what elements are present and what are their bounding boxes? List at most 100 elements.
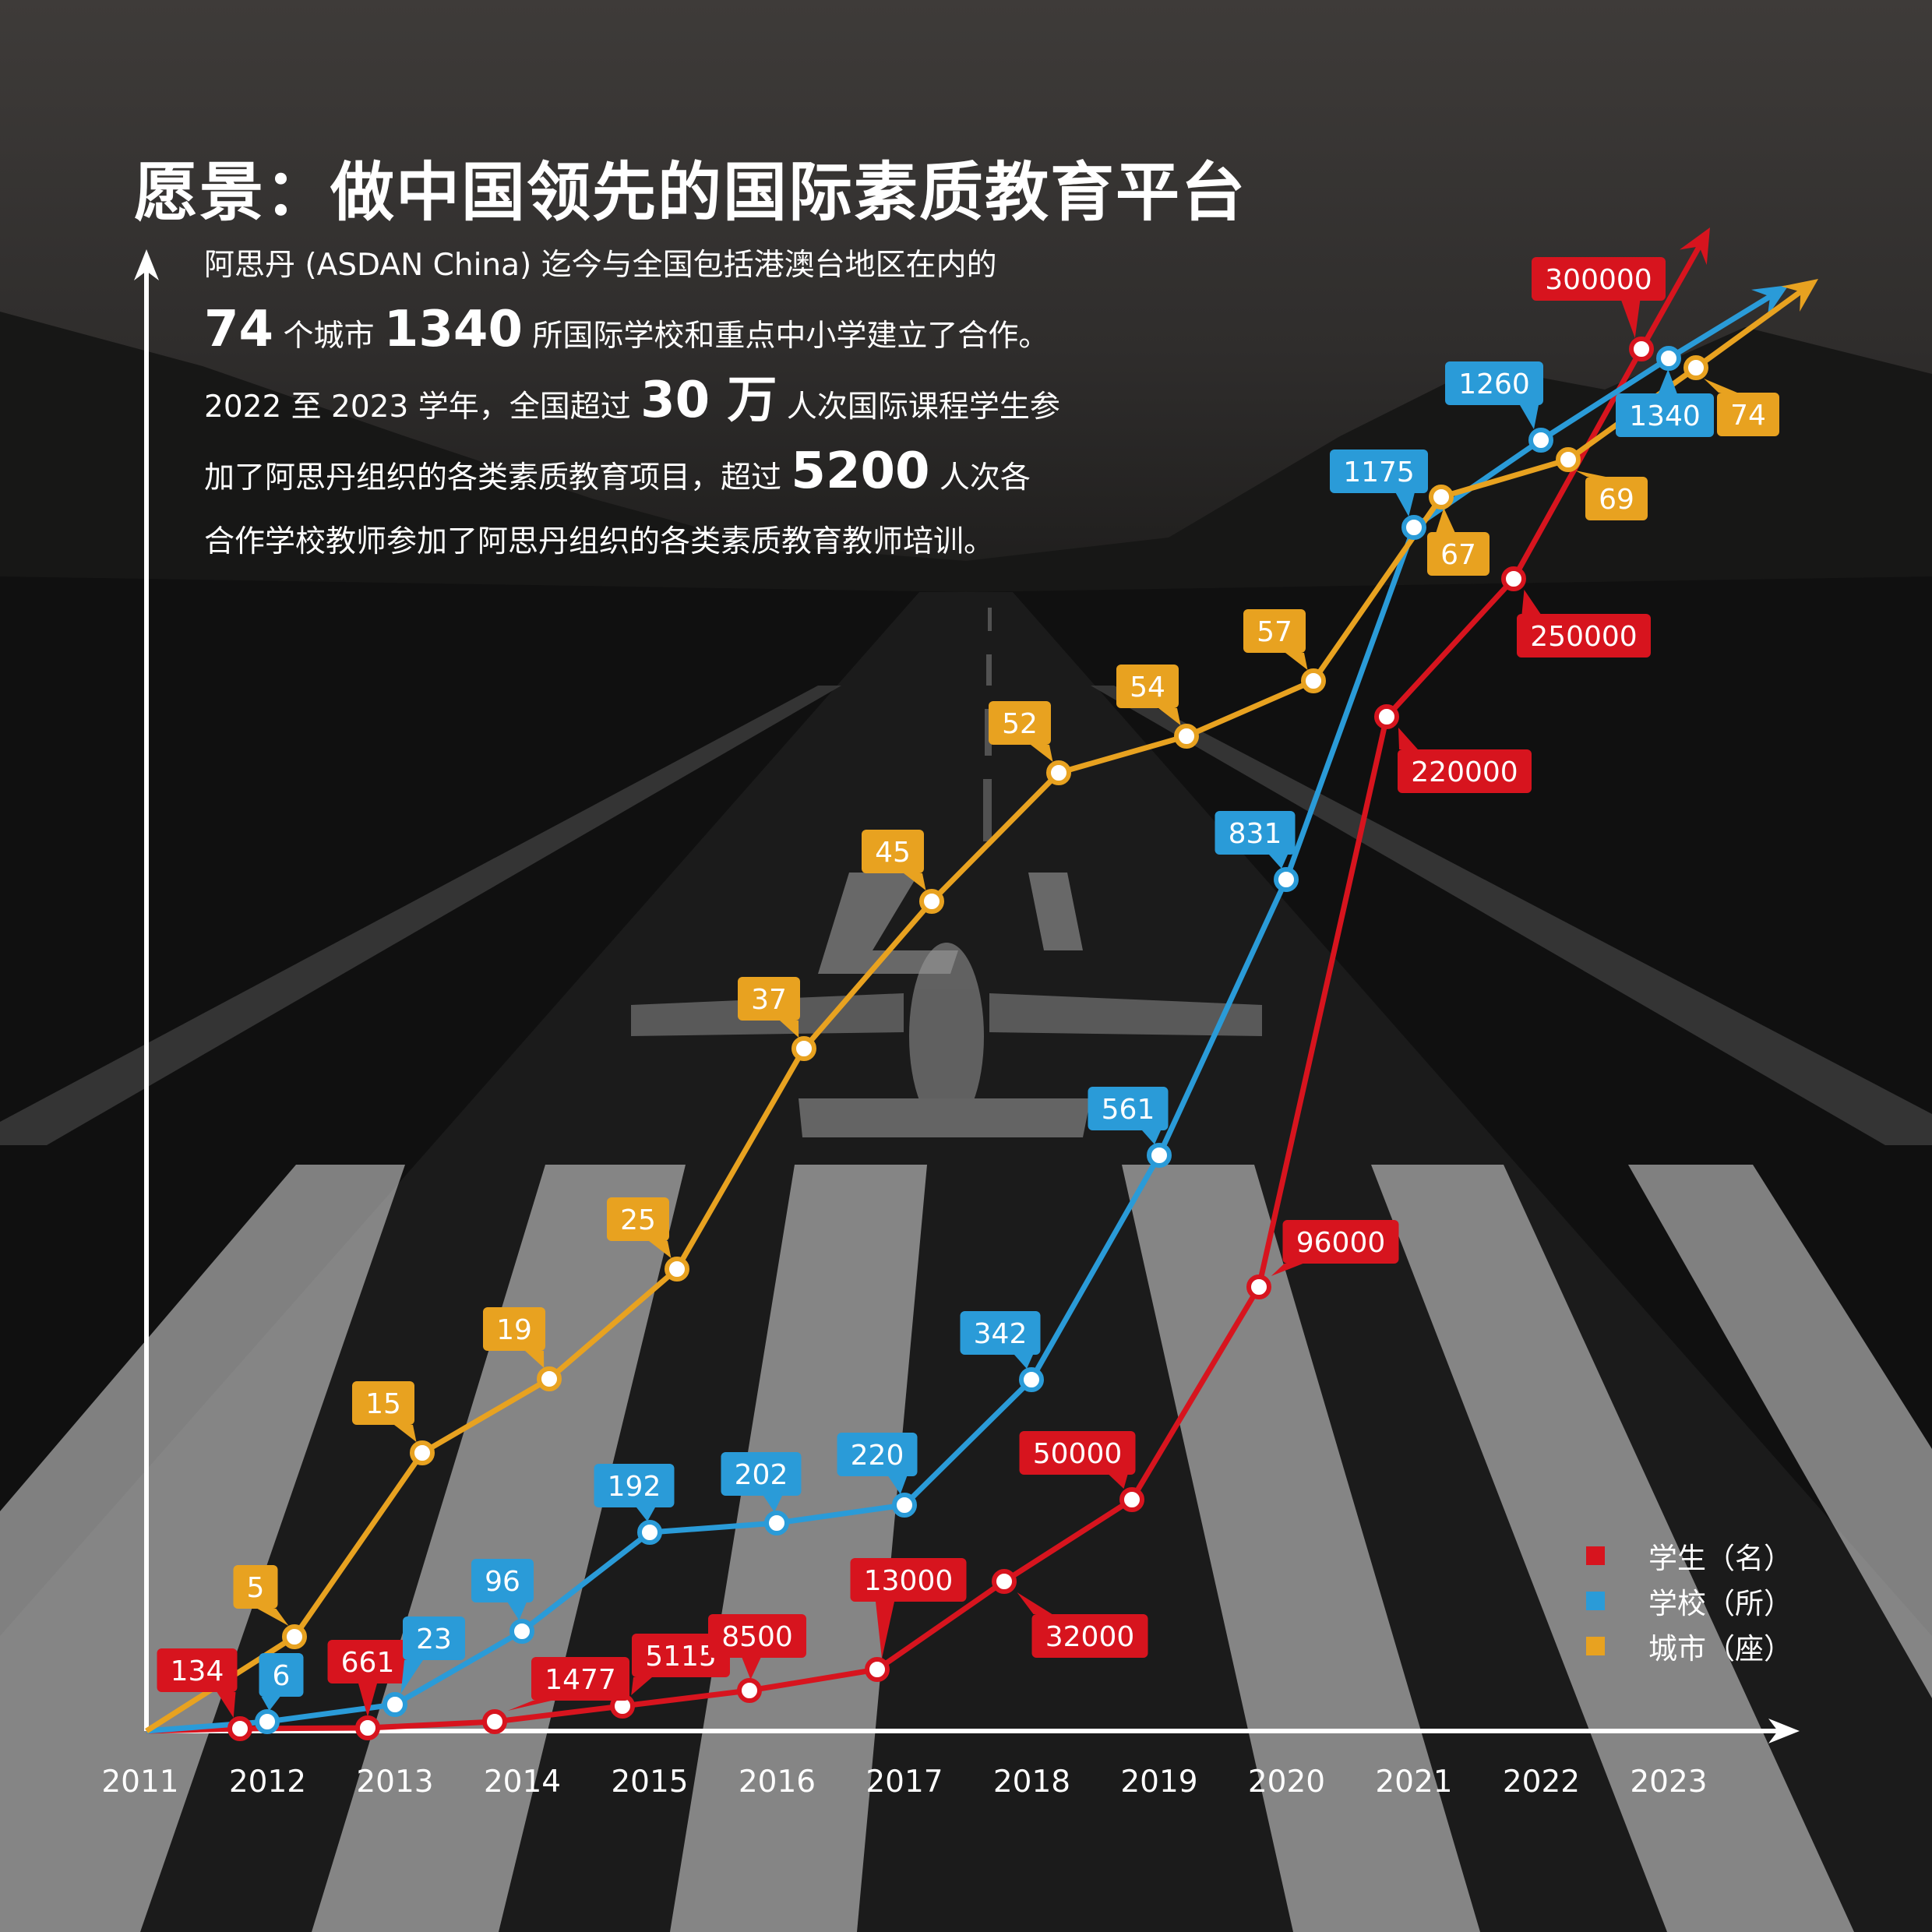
- data-label-cities: 37: [738, 977, 800, 1038]
- data-point-schools: [1656, 346, 1681, 371]
- data-label-text: 23: [416, 1624, 452, 1655]
- data-point-students: [355, 1715, 380, 1740]
- data-label-text: 45: [875, 837, 911, 869]
- legend-label: 城市（座）: [1648, 1632, 1793, 1666]
- data-label-text: 5: [247, 1572, 265, 1604]
- data-label-pointer: [217, 1692, 236, 1718]
- data-label-pointer: [1285, 653, 1308, 670]
- data-label-text: 202: [735, 1459, 788, 1491]
- data-label-pointer: [1031, 745, 1053, 762]
- data-label-box: [1031, 1614, 1148, 1658]
- data-label-pointer: [257, 1609, 289, 1626]
- data-label-cities: 19: [483, 1307, 545, 1368]
- data-point-cities: [1683, 355, 1708, 380]
- data-label-text: 96000: [1296, 1227, 1386, 1259]
- data-label-students: 50000: [1019, 1431, 1136, 1489]
- data-point-students: [1119, 1487, 1144, 1512]
- data-label-pointer: [1395, 493, 1415, 516]
- data-label-schools: 831: [1215, 811, 1296, 869]
- data-point-cities: [1301, 668, 1326, 693]
- data-point-schools: [509, 1619, 534, 1644]
- data-label-schools: 1340: [1616, 369, 1714, 437]
- data-label-pointer: [888, 1476, 908, 1494]
- data-label-pointer: [1158, 708, 1181, 725]
- data-label-text: 220000: [1411, 756, 1518, 788]
- y-axis-arrow: [134, 249, 159, 280]
- data-label-box: [403, 1616, 465, 1660]
- data-label-box: [1532, 257, 1666, 301]
- data-label-students: 96000: [1271, 1220, 1399, 1276]
- data-label-box: [1019, 1431, 1136, 1475]
- data-label-text: 57: [1257, 616, 1292, 648]
- data-label-pointer: [1521, 590, 1541, 614]
- data-label-box: [837, 1433, 918, 1476]
- data-label-text: 250000: [1530, 621, 1637, 653]
- data-point-cities: [1556, 447, 1581, 472]
- data-label-box: [259, 1653, 304, 1697]
- series-arrow-cities: [1781, 279, 1818, 312]
- intro-line-4: 加了阿思丹组织的各类素质教育项目，超过 5200 人次各: [204, 439, 1123, 510]
- data-label-box: [1427, 532, 1490, 576]
- data-point-cities: [537, 1366, 562, 1391]
- data-label-box: [157, 1648, 238, 1692]
- data-label-schools: 1175: [1330, 450, 1428, 516]
- x-tick-label: 2017: [866, 1765, 943, 1800]
- intro-text: 人次各: [929, 460, 1031, 495]
- data-label-text: 8500: [721, 1621, 793, 1653]
- data-label-box: [531, 1657, 629, 1701]
- data-label-box: [233, 1565, 278, 1609]
- data-label-text: 1477: [545, 1664, 616, 1696]
- data-label-text: 661: [341, 1647, 395, 1679]
- intro-highlight: 1340: [383, 301, 523, 358]
- intro-line-1: 阿思丹 (ASDAN China) 迄今与全国包括港澳台地区在内的: [204, 234, 1123, 298]
- data-label-cities: 69: [1575, 471, 1648, 520]
- legend-item-students: 学生（名）: [1586, 1533, 1793, 1578]
- data-label-box: [1717, 393, 1779, 436]
- data-label-students: 300000: [1532, 257, 1666, 338]
- data-point-schools: [764, 1511, 789, 1535]
- x-tick-label: 2018: [993, 1765, 1070, 1800]
- data-label-pointer: [742, 1658, 761, 1680]
- data-label-pointer: [649, 1241, 672, 1258]
- legend-swatch: [1586, 1637, 1605, 1655]
- data-point-cities: [791, 1036, 816, 1061]
- series-arrow-students: [1679, 227, 1710, 266]
- data-label-box: [862, 830, 924, 873]
- data-label-text: 561: [1102, 1094, 1155, 1126]
- data-label-pointer: [876, 1602, 894, 1659]
- data-label-cities: 74: [1704, 379, 1779, 436]
- data-label-pointer: [1658, 369, 1677, 393]
- data-label-cities: 54: [1116, 665, 1181, 725]
- data-point-students: [227, 1716, 252, 1741]
- data-label-text: 74: [1730, 400, 1766, 432]
- data-label-box: [607, 1197, 669, 1241]
- data-label-pointer: [358, 1683, 377, 1717]
- data-label-students: 13000: [850, 1558, 967, 1659]
- data-label-cities: 52: [989, 701, 1053, 762]
- data-label-text: 54: [1130, 672, 1165, 703]
- data-label-text: 342: [974, 1318, 1028, 1350]
- data-label-box: [1398, 749, 1532, 793]
- series-line-schools: [146, 294, 1772, 1734]
- data-label-schools: 342: [960, 1311, 1041, 1369]
- page-title: 愿景：做中国领先的国际素质教育平台: [134, 156, 1247, 230]
- legend-label: 学校（所）: [1648, 1587, 1793, 1620]
- data-label-text: 96: [485, 1566, 520, 1598]
- data-label-text: 50000: [1033, 1438, 1123, 1470]
- x-tick-label: 2014: [484, 1765, 561, 1800]
- data-label-box: [721, 1452, 802, 1496]
- data-label-pointer: [1014, 1355, 1033, 1369]
- data-label-box: [1445, 361, 1543, 405]
- data-point-cities: [919, 889, 944, 914]
- data-label-box: [708, 1614, 806, 1658]
- series-points: [227, 337, 1708, 1741]
- data-label-box: [327, 1640, 408, 1683]
- data-label-pointer: [780, 1021, 799, 1038]
- data-label-students: 5115: [631, 1634, 730, 1695]
- legend-item-schools: 学校（所）: [1586, 1578, 1793, 1624]
- intro-text: 个城市: [273, 319, 384, 354]
- x-tick-label: 2022: [1503, 1765, 1580, 1800]
- data-point-cities: [1174, 724, 1199, 749]
- data-point-cities: [282, 1624, 307, 1649]
